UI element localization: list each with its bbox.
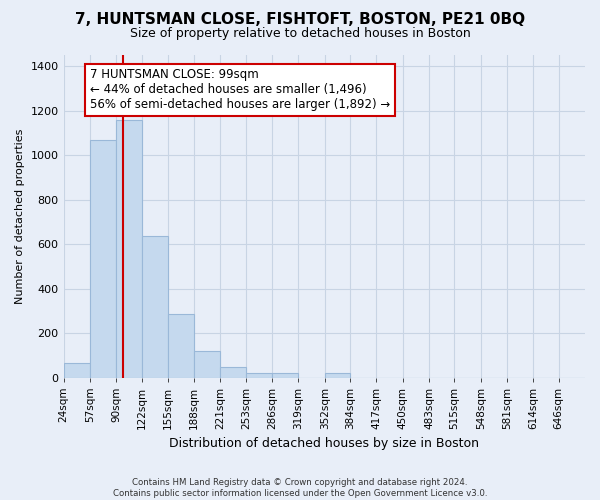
Bar	[142, 236, 168, 378]
Bar	[168, 314, 194, 378]
Text: Contains HM Land Registry data © Crown copyright and database right 2024.
Contai: Contains HM Land Registry data © Crown c…	[113, 478, 487, 498]
Bar	[246, 373, 272, 378]
Text: 7 HUNTSMAN CLOSE: 99sqm
← 44% of detached houses are smaller (1,496)
56% of semi: 7 HUNTSMAN CLOSE: 99sqm ← 44% of detache…	[90, 68, 390, 112]
Text: 7, HUNTSMAN CLOSE, FISHTOFT, BOSTON, PE21 0BQ: 7, HUNTSMAN CLOSE, FISHTOFT, BOSTON, PE2…	[75, 12, 525, 28]
Y-axis label: Number of detached properties: Number of detached properties	[15, 128, 25, 304]
Bar	[64, 363, 90, 378]
Bar	[325, 373, 350, 378]
Bar	[116, 120, 142, 378]
Bar	[90, 140, 116, 378]
Bar	[194, 351, 220, 378]
Bar	[272, 373, 298, 378]
Bar	[220, 367, 246, 378]
Text: Size of property relative to detached houses in Boston: Size of property relative to detached ho…	[130, 28, 470, 40]
X-axis label: Distribution of detached houses by size in Boston: Distribution of detached houses by size …	[169, 437, 479, 450]
